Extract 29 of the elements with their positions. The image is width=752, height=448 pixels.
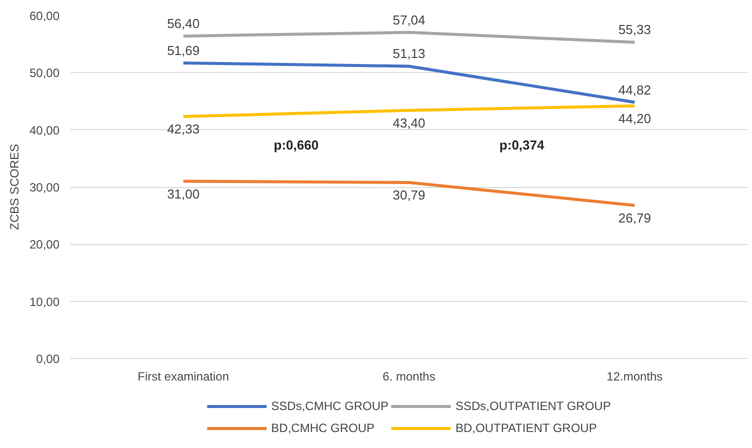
legend-label: BD,OUTPATIENT GROUP (455, 421, 597, 435)
data-label: 30,79 (392, 187, 426, 202)
y-tick-label: 60,00 (29, 9, 60, 23)
y-tick-label: 40,00 (29, 123, 60, 138)
x-tick-label: First examination (138, 370, 230, 384)
data-label: 26,79 (618, 210, 651, 226)
data-label: 57,04 (392, 12, 426, 28)
y-axis-title: ZCBS SCORES (7, 144, 22, 230)
data-label: 56,40 (167, 16, 200, 32)
data-label: 43,40 (392, 115, 426, 130)
data-label: 42,33 (167, 122, 200, 137)
y-tick-label: 50,00 (29, 66, 60, 80)
legend-label: SSDs,OUTPATIENT GROUP (455, 399, 611, 413)
y-tick-label: 30,00 (29, 180, 60, 194)
data-label: 51,13 (392, 46, 426, 62)
y-tick-label: 20,00 (29, 238, 60, 252)
x-tick-label: 6. months (382, 370, 436, 384)
data-label: 44,20 (618, 110, 651, 126)
data-label: 51,69 (167, 43, 200, 58)
data-label: 55,33 (618, 22, 651, 38)
annotation: p:0,374 (499, 138, 546, 153)
legend-label: SSDs,CMHC GROUP (271, 399, 388, 413)
annotation: p:0,660 (274, 138, 319, 153)
y-tick-label: 0,00 (36, 352, 60, 366)
data-label: 31,00 (167, 186, 200, 202)
data-label: 44,82 (618, 82, 651, 98)
legend-label: BD,CMHC GROUP (271, 421, 374, 435)
y-tick-label: 10,00 (29, 294, 60, 309)
x-tick-label: 12.months (606, 370, 663, 384)
